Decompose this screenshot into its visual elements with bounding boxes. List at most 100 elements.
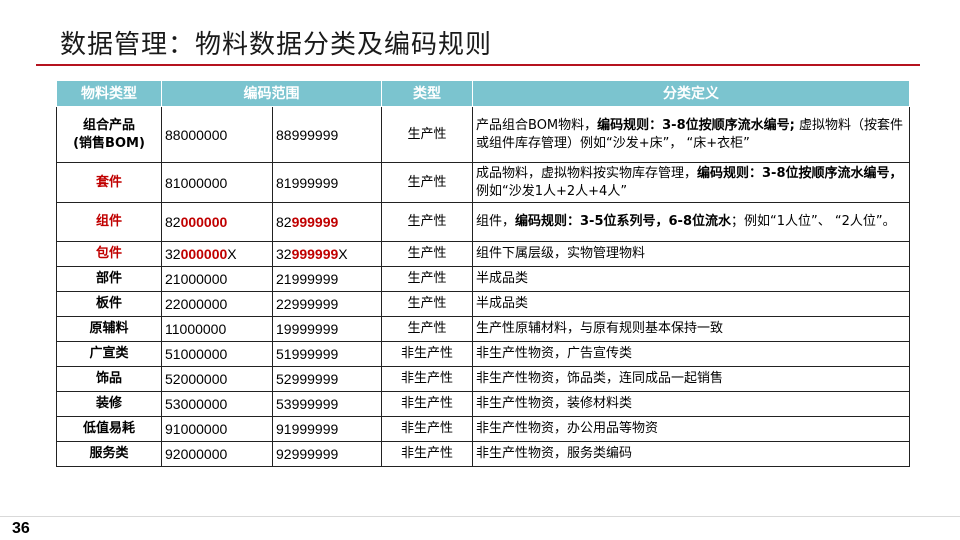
code-to-cell: 22999999: [272, 291, 382, 317]
definition-cell: 非生产性物资，饰品类，连同成品一起销售: [472, 366, 910, 392]
material-type-cell: 包件: [56, 241, 162, 267]
code-to-cell: 88999999: [272, 106, 382, 163]
code-from-cell: 92000000: [161, 441, 273, 467]
kind-cell: 非生产性: [381, 441, 473, 467]
material-type-line2: (销售BOM): [73, 135, 145, 151]
code-to-cell: 91999999: [272, 416, 382, 442]
definition-text: 组件，: [476, 214, 516, 229]
material-type-cell: 板件: [56, 291, 162, 317]
code-from-cell: 51000000: [161, 341, 273, 367]
kind-cell: 生产性: [381, 291, 473, 317]
table-row: 组件 82000000 82999999 生产性 组件，编码规则：3-5位系列号…: [56, 202, 910, 242]
material-type-cell: 服务类: [56, 441, 162, 467]
code-prefix: 32: [165, 246, 181, 262]
footer-divider: [0, 516, 960, 517]
code-suffix: X: [338, 246, 348, 262]
code-serial-digits: 999999: [291, 214, 339, 230]
definition-cell: 非生产性物资，服务类编码: [472, 441, 910, 467]
table-row: 原辅料 11000000 19999999 生产性 生产性原辅材料，与原有规则基…: [56, 316, 910, 342]
definition-cell: 半成品类: [472, 266, 910, 292]
kind-cell: 生产性: [381, 162, 473, 203]
code-to-cell: 53999999: [272, 391, 382, 417]
code-to-cell: 52999999: [272, 366, 382, 392]
header-code-range: 编码范围: [161, 80, 382, 107]
code-from-cell: 88000000: [161, 106, 273, 163]
table-row: 部件 21000000 21999999 生产性 半成品类: [56, 266, 910, 292]
kind-cell: 生产性: [381, 202, 473, 242]
header-kind: 类型: [381, 80, 473, 107]
code-to-cell: 19999999: [272, 316, 382, 342]
code-to-cell: 92999999: [272, 441, 382, 467]
page-number: 36: [12, 520, 30, 537]
kind-cell: 非生产性: [381, 366, 473, 392]
kind-cell: 非生产性: [381, 416, 473, 442]
code-to-cell: 81999999: [272, 162, 382, 203]
code-serial-digits: 999999: [291, 246, 339, 262]
kind-cell: 非生产性: [381, 341, 473, 367]
code-to-cell: 51999999: [272, 341, 382, 367]
table-row: 套件 81000000 81999999 生产性 成品物料，虚拟物料按实物库存管…: [56, 162, 910, 203]
code-prefix: 82: [276, 214, 292, 230]
code-from-cell: 32000000X: [161, 241, 273, 267]
material-type-cell: 装修: [56, 391, 162, 417]
code-from-cell: 21000000: [161, 266, 273, 292]
code-from-cell: 82000000: [161, 202, 273, 242]
table-row: 饰品 52000000 52999999 非生产性 非生产性物资，饰品类，连同成…: [56, 366, 910, 392]
material-type-cell: 部件: [56, 266, 162, 292]
material-type-cell: 低值易耗: [56, 416, 162, 442]
material-type-cell: 广宣类: [56, 341, 162, 367]
kind-cell: 生产性: [381, 266, 473, 292]
definition-text: 成品物料，虚拟物料按实物库存管理，: [476, 165, 698, 181]
definition-text: 例如“沙发1人+2人+4人”: [476, 183, 628, 199]
code-prefix: 32: [276, 246, 292, 262]
table-row: 板件 22000000 22999999 生产性 半成品类: [56, 291, 910, 317]
material-type-cell: 饰品: [56, 366, 162, 392]
code-serial-digits: 000000: [180, 214, 228, 230]
material-type-cell: 组件: [56, 202, 162, 242]
definition-rule: 编码规则：3-8位按顺序流水编号;: [597, 117, 795, 133]
definition-cell: 非生产性物资，广告宣传类: [472, 341, 910, 367]
code-from-cell: 81000000: [161, 162, 273, 203]
definition-cell: 生产性原辅材料，与原有规则基本保持一致: [472, 316, 910, 342]
table-row: 组合产品 (销售BOM) 88000000 88999999 生产性 产品组合B…: [56, 106, 910, 163]
code-prefix: 82: [165, 214, 181, 230]
code-to-cell: 21999999: [272, 266, 382, 292]
table-row: 服务类 92000000 92999999 非生产性 非生产性物资，服务类编码: [56, 441, 910, 467]
definition-cell: 非生产性物资，办公用品等物资: [472, 416, 910, 442]
material-type-cell: 组合产品 (销售BOM): [56, 106, 162, 163]
definition-cell: 产品组合BOM物料，编码规则：3-8位按顺序流水编号; 虚拟物料（按套件或组件库…: [472, 106, 910, 163]
definition-cell: 半成品类: [472, 291, 910, 317]
code-to-cell: 32999999X: [272, 241, 382, 267]
code-serial-digits: 000000: [180, 246, 228, 262]
kind-cell: 生产性: [381, 241, 473, 267]
code-from-cell: 91000000: [161, 416, 273, 442]
definition-rule: 编码规则：3-8位按顺序流水编号，: [697, 165, 903, 181]
table-header: 物料类型 编码范围 类型 分类定义: [56, 80, 910, 107]
definition-rule: 编码规则：3-5位系列号，6-8位流水: [515, 214, 731, 229]
header-material-type: 物料类型: [56, 80, 162, 107]
kind-cell: 生产性: [381, 106, 473, 163]
header-definition: 分类定义: [472, 80, 910, 107]
title-divider: [36, 64, 920, 66]
definition-cell: 组件，编码规则：3-5位系列号，6-8位流水；例如“1人位”、 “2人位”。: [472, 202, 910, 242]
table-row: 装修 53000000 53999999 非生产性 非生产性物资，装修材料类: [56, 391, 910, 417]
table-row: 低值易耗 91000000 91999999 非生产性 非生产性物资，办公用品等…: [56, 416, 910, 442]
material-type-cell: 套件: [56, 162, 162, 203]
material-type-cell: 原辅料: [56, 316, 162, 342]
code-from-cell: 53000000: [161, 391, 273, 417]
code-to-cell: 82999999: [272, 202, 382, 242]
definition-cell: 非生产性物资，装修材料类: [472, 391, 910, 417]
definition-text: ；例如“1人位”、 “2人位”。: [731, 214, 896, 229]
kind-cell: 非生产性: [381, 391, 473, 417]
code-from-cell: 11000000: [161, 316, 273, 342]
material-code-table: 物料类型 编码范围 类型 分类定义 组合产品 (销售BOM) 88000000 …: [56, 80, 910, 467]
definition-text: 虚拟物料（按套件或组件库存管理）例如“沙发+床”， “床+衣柜”: [476, 117, 903, 151]
code-from-cell: 52000000: [161, 366, 273, 392]
kind-cell: 生产性: [381, 316, 473, 342]
code-suffix: X: [227, 246, 237, 262]
definition-cell: 成品物料，虚拟物料按实物库存管理，编码规则：3-8位按顺序流水编号， 例如“沙发1…: [472, 162, 910, 203]
definition-text: 产品组合BOM物料，: [476, 117, 598, 133]
table-row: 包件 32000000X 32999999X 生产性 组件下属层级，实物管理物料: [56, 241, 910, 267]
table-row: 广宣类 51000000 51999999 非生产性 非生产性物资，广告宣传类: [56, 341, 910, 367]
code-from-cell: 22000000: [161, 291, 273, 317]
